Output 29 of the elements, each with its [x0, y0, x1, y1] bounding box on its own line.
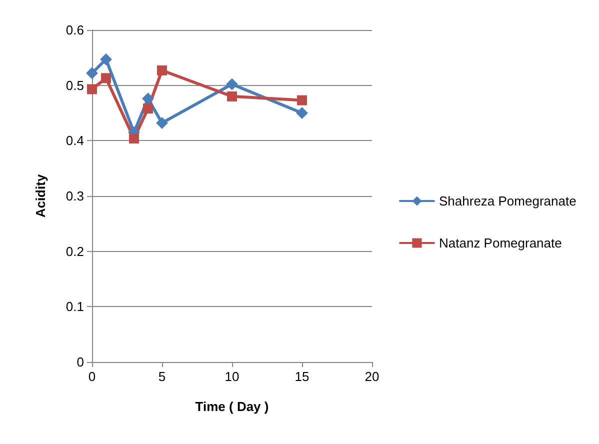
point — [101, 73, 111, 84]
y-tick-label: 0 — [76, 354, 84, 370]
y-tick-label: 0.5 — [66, 78, 84, 93]
point — [129, 133, 139, 144]
point — [156, 116, 168, 129]
point — [296, 107, 308, 119]
y-tick-label: 0.4 — [66, 133, 84, 148]
point — [86, 67, 98, 80]
x-tick-label: 15 — [294, 369, 310, 384]
point — [297, 95, 307, 106]
y-tick-label: 0.6 — [66, 22, 84, 38]
point — [227, 91, 237, 102]
y-axis-title: Acidity — [33, 174, 48, 218]
x-tick-label: 20 — [364, 369, 380, 384]
x-axis-title: Time ( Day ) — [195, 399, 269, 414]
point — [100, 53, 112, 66]
point — [157, 65, 167, 76]
point — [142, 92, 154, 105]
legend-label: Shahreza Pomegranate — [439, 194, 576, 208]
y-tick-label: 0.3 — [66, 188, 84, 204]
legend-label: Natanz Pomegranate — [439, 236, 562, 250]
y-tick-label: 0.2 — [66, 244, 84, 259]
point — [143, 104, 153, 114]
point — [226, 78, 238, 90]
x-tick-label: 5 — [158, 369, 166, 384]
point — [87, 84, 97, 94]
y-tick-label: 0.1 — [66, 299, 84, 314]
x-tick-label: 10 — [224, 369, 240, 384]
x-tick-label: 0 — [88, 369, 96, 384]
